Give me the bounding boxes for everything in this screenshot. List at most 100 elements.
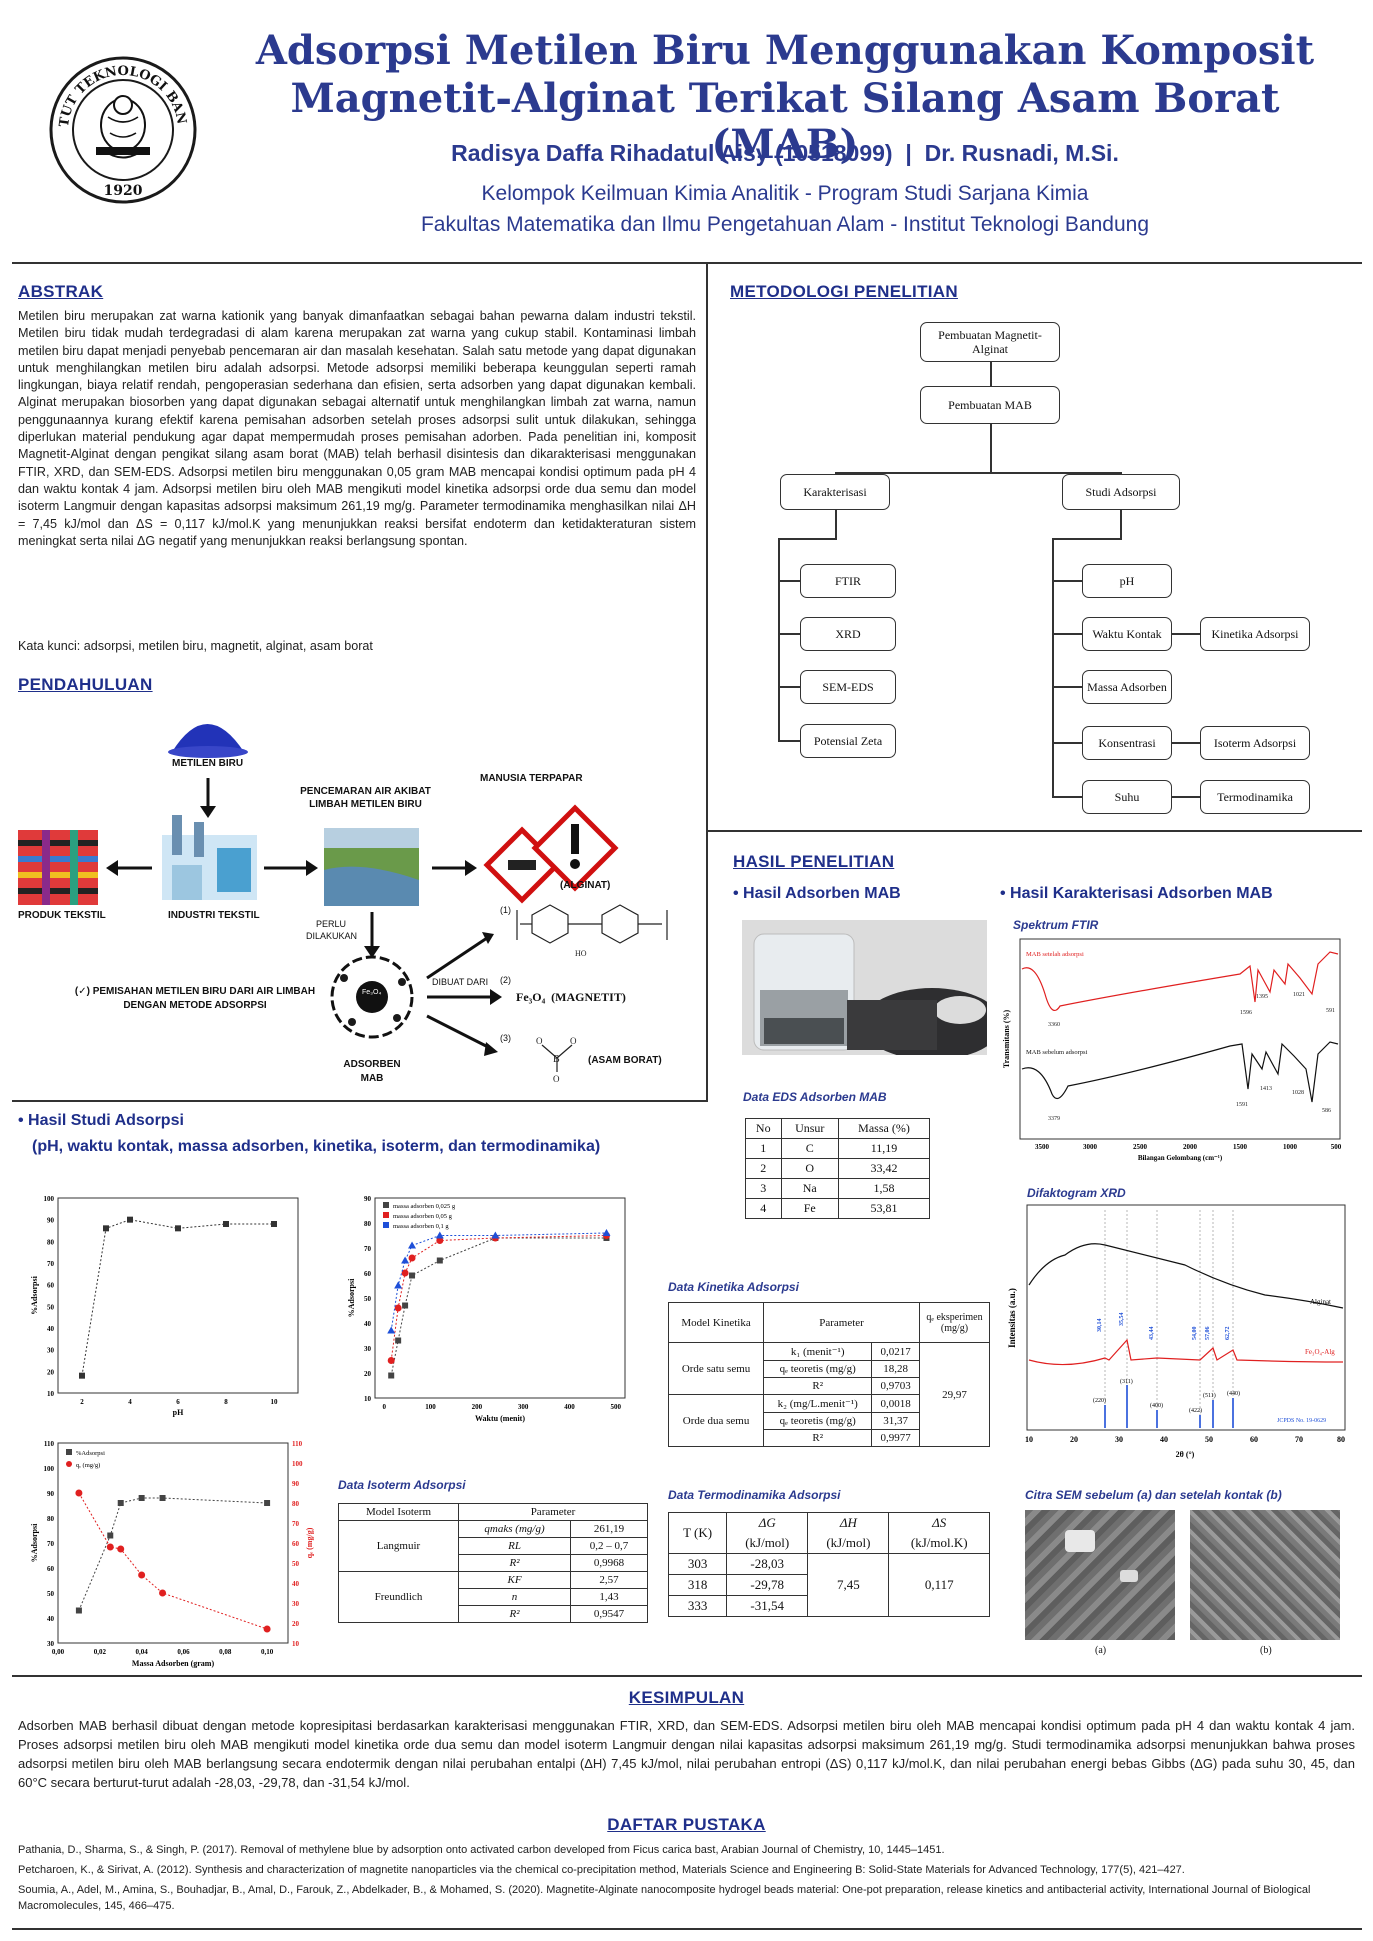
studi-subheading: (pH, waktu kontak, massa adsorben, kinet…	[32, 1138, 601, 1155]
label-produk-tekstil: PRODUK TEKSTIL	[18, 910, 106, 921]
xrd-peak: 30,14	[1097, 1319, 1103, 1333]
label-metilen-biru: METILEN BIRU	[172, 758, 244, 769]
massa-legend-marker	[66, 1449, 72, 1455]
method-box-ph: pH	[1082, 564, 1172, 598]
sem-image-b	[1190, 1510, 1340, 1640]
ftir-peak: 1596	[1240, 1010, 1252, 1016]
waktu-xtick: 400	[564, 1403, 575, 1411]
waktu-point	[408, 1241, 417, 1249]
hasil-heading: HASIL PENELITIAN	[733, 852, 895, 871]
label-pencemaran: PENCEMARAN AIR AKIBAT LIMBAH METILEN BIR…	[300, 786, 431, 810]
xrd-peak: 35,54	[1119, 1313, 1125, 1327]
waktu-point	[401, 1256, 410, 1264]
xrd-caption: Difaktogram XRD	[1027, 1186, 1126, 1200]
massa-point	[264, 1500, 271, 1506]
xrd-ylabel: Intensitas (a.u.)	[1007, 1288, 1017, 1348]
massa-xtick: 0,00	[52, 1648, 65, 1656]
pustaka-heading: DAFTAR PUSTAKA	[607, 1815, 766, 1834]
ftir-series2: MAB sebelum adsorpsi	[1026, 1049, 1088, 1056]
svg-text:O: O	[553, 1074, 560, 1084]
xrd-peak: 54,00	[1192, 1327, 1198, 1341]
pendahuluan-heading: PENDAHULUAN	[18, 675, 153, 694]
method-box-termodinamika: Termodinamika	[1200, 780, 1310, 814]
sem-label-a: (a)	[1095, 1645, 1107, 1656]
method-box-kinetika: Kinetika Adsorpsi	[1200, 617, 1310, 651]
waktu-point	[394, 1281, 403, 1289]
flow-line	[778, 538, 837, 540]
ftir-peak: 1591	[1236, 1102, 1248, 1108]
massa-y2tick: 20	[292, 1620, 300, 1628]
affiliation-1: Kelompok Keilmuan Kimia Analitik - Progr…	[481, 182, 1089, 205]
plot-frame	[57, 1442, 289, 1644]
table-row: R² 0,9547	[339, 1605, 648, 1623]
massa-y2tick: 40	[292, 1580, 300, 1588]
massa-ytick: 30	[47, 1640, 55, 1648]
massa-ytick: 50	[47, 1590, 55, 1598]
ftir-xtick: 3500	[1035, 1143, 1050, 1151]
method-box-magnetit-alginat: Pembuatan Magnetit-Alginat	[920, 322, 1060, 362]
table-row: Orde dua semu k₂ (mg/L.menit⁻¹) 0,0018	[667, 1394, 990, 1447]
sem-image-a	[1025, 1510, 1175, 1640]
massa-xtick: 0,06	[177, 1648, 190, 1656]
table-row: 4 Fe 53,81	[745, 1198, 930, 1219]
waktu-point	[402, 1302, 409, 1309]
table-row: (kJ/mol) (kJ/mol) (kJ/mol.K)	[669, 1533, 990, 1554]
waktu-ytick: 50	[364, 1295, 372, 1303]
massa-y2tick: 80	[292, 1500, 300, 1508]
massa-ytick: 60	[47, 1565, 55, 1573]
xrd-peak: 62,72	[1225, 1327, 1231, 1341]
ph-point	[127, 1216, 133, 1223]
waktu-ytick: 80	[364, 1220, 372, 1228]
label-center-bead: Fe₃O₄	[362, 989, 382, 996]
massa-ytick: 70	[47, 1540, 55, 1548]
ph-ytick: 50	[47, 1303, 55, 1311]
waktu-xtick: 500	[610, 1403, 621, 1411]
table-row: R² 0,9977	[669, 1429, 990, 1447]
table-row: R² 0,9703	[669, 1377, 990, 1395]
xrd-xtick: 80	[1337, 1435, 1345, 1444]
table-row: qₑ teoretis (mg/g) 31,37	[669, 1412, 990, 1430]
ftir-xtick: 1500	[1233, 1143, 1248, 1151]
massa-y2tick: 30	[292, 1600, 300, 1608]
flow-line	[990, 423, 992, 473]
ph-ytick: 80	[47, 1238, 55, 1246]
label-n1: (1)	[500, 905, 511, 915]
massa-ytick: 80	[47, 1515, 55, 1523]
ftir-peak: 1021	[1293, 992, 1305, 998]
sem-label-b: (b)	[1260, 1645, 1272, 1656]
sem-caption: Citra SEM sebelum (a) dan setelah kontak…	[1025, 1488, 1282, 1502]
label-n3: (3)	[500, 1033, 511, 1043]
waktu-chart: 10 20 30 40 50 60 70 80 90 0 100 200 300 400 500 Waktu …	[345, 1190, 635, 1430]
massa-xlabel: Massa Adsorben (gram)	[132, 1659, 215, 1668]
flow-line	[778, 633, 800, 635]
ph-ytick: 20	[47, 1368, 55, 1376]
xrd-xtick: 10	[1025, 1435, 1033, 1444]
poster-title-line1: Adsorpsi Metilen Biru Menggunakan Kompos…	[255, 27, 1315, 74]
label-pemisahan: (✓) PEMISAHAN METILEN BIRU DARI AIR LIMB…	[74, 986, 316, 1011]
table-row: Model Kinetika Parameter qₑ eksperimen (…	[667, 1302, 990, 1343]
waktu-legend-label: massa adsorben 0,025 g	[393, 1203, 456, 1210]
waktu-point	[401, 1269, 409, 1277]
svg-text:O: O	[536, 1036, 543, 1046]
massa-y2tick: 90	[292, 1480, 300, 1488]
waktu-point	[436, 1257, 443, 1264]
label-asam-borat: (ASAM BORAT)	[588, 1055, 662, 1066]
waktu-ytick: 20	[364, 1370, 372, 1378]
ftir-peak: 3360	[1048, 1022, 1060, 1028]
waktu-point	[409, 1272, 416, 1279]
xrd-xtick: 70	[1295, 1435, 1303, 1444]
ph-chart: 10 20 30 40 50 60 70 80 90 100 2 4 6 8 10 pH %Adsorpsi	[28, 1190, 308, 1420]
waktu-ytick: 30	[364, 1345, 372, 1353]
waktu-point	[394, 1304, 402, 1312]
ph-xtick: 8	[224, 1398, 228, 1406]
ftir-peak: 1028	[1292, 1090, 1304, 1096]
waktu-ylabel: %Adsorpsi	[347, 1278, 356, 1317]
ph-xtick: 6	[176, 1398, 180, 1406]
massa-point	[138, 1495, 145, 1501]
ph-point	[223, 1221, 229, 1227]
method-box-massa-adsorben: Massa Adsorben	[1082, 670, 1172, 704]
method-box-potensial-zeta: Potensial Zeta	[800, 724, 896, 758]
svg-text:HO: HO	[575, 949, 587, 958]
pendahuluan-diagram: HO B O O O	[12, 700, 702, 1100]
massa-y2tick: 50	[292, 1560, 300, 1568]
